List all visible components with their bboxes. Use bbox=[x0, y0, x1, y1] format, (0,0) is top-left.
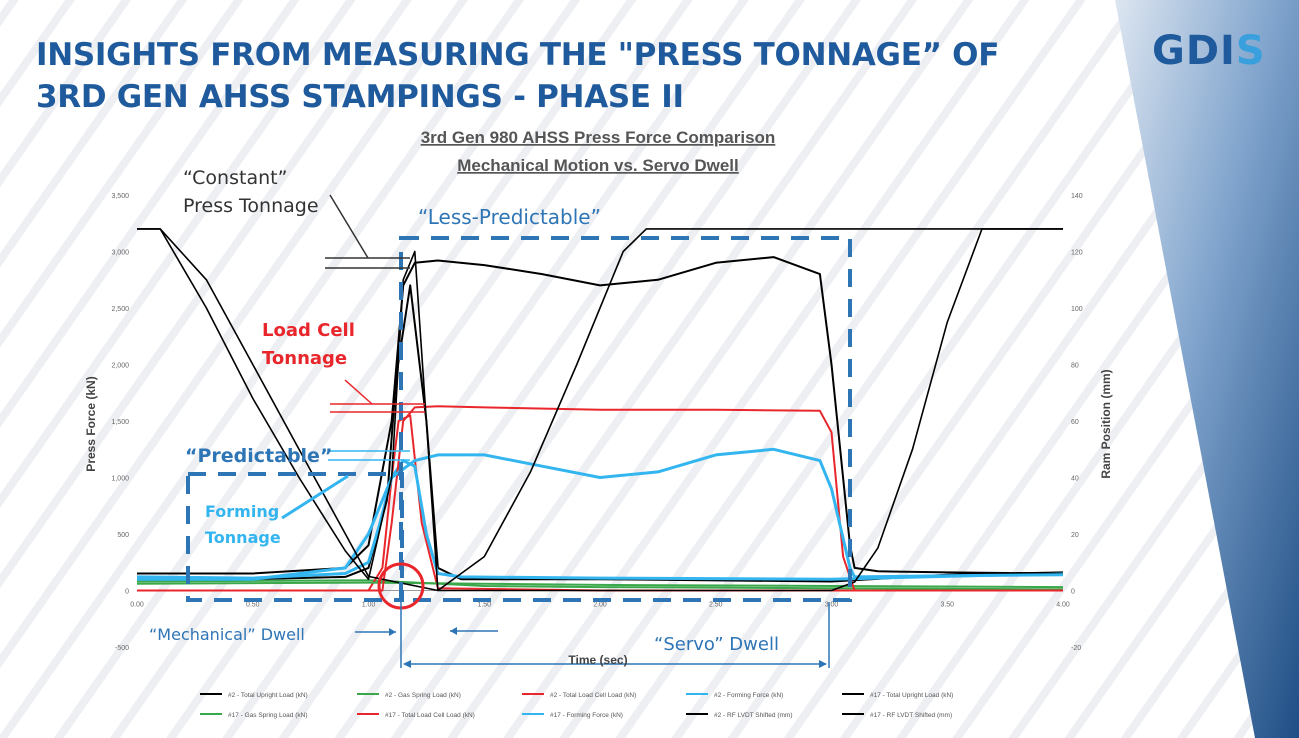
series-line-8 bbox=[137, 228, 1063, 592]
servo-dwell-arrowhead-right bbox=[819, 660, 827, 668]
mechanical-dwell-arrowhead bbox=[389, 628, 396, 636]
legend-label: #2 - Gas Spring Load (kN) bbox=[385, 692, 461, 699]
chart-annotations: “Constant” Press Tonnage “Less-Predictab… bbox=[149, 167, 852, 668]
series-line-7 bbox=[137, 447, 1064, 581]
gradient-panel-shape bbox=[1115, 0, 1299, 738]
y-tick-label: 1,000 bbox=[111, 476, 129, 483]
chart-title: 3rd Gen 980 AHSS Press Force Comparison bbox=[421, 128, 776, 147]
chart-legend: #2 - Total Upright Load (kN) #2 - Gas Spr… bbox=[200, 692, 953, 719]
legend-label: #2 - Total Load Cell Load (kN) bbox=[550, 692, 636, 699]
legend-label: #17 - Total Load Cell Load (kN) bbox=[385, 712, 475, 719]
servo-dwell-label: “Servo” Dwell bbox=[654, 634, 779, 655]
series-line-5 bbox=[136, 581, 1064, 589]
y2-tick-label: -20 bbox=[1071, 645, 1081, 652]
predictable-label: “Predictable” bbox=[185, 445, 332, 467]
page-title: INSIGHTS FROM MEASURING THE "PRESS TONNA… bbox=[36, 34, 999, 118]
constant-label-1: “Constant” bbox=[183, 167, 287, 189]
y2-axis-label: Ram Position (mm) bbox=[1099, 369, 1113, 478]
y-tick-label: 2,000 bbox=[111, 363, 129, 370]
predictable-box bbox=[186, 472, 404, 602]
series-line-0 bbox=[137, 284, 1064, 583]
x-tick-label: 0.50 bbox=[246, 602, 260, 609]
x-tick-label: 2.50 bbox=[709, 602, 723, 609]
x-tick-label: 3.50 bbox=[940, 602, 954, 609]
x-tick-label: 1.50 bbox=[477, 602, 491, 609]
constant-label-2: Press Tonnage bbox=[183, 195, 319, 217]
constant-tonnage-arrow bbox=[329, 194, 369, 259]
title-line-2: 3RD GEN AHSS STAMPINGS - PHASE II bbox=[36, 79, 684, 115]
y-tick-label: -500 bbox=[115, 645, 129, 652]
x-tick-label: 3.00 bbox=[825, 602, 839, 609]
y-tick-label: 2,500 bbox=[111, 306, 129, 313]
series-line-6 bbox=[137, 405, 1063, 592]
y2-tick-label: 140 bbox=[1071, 193, 1083, 200]
load-cell-label-1: Load Cell bbox=[262, 320, 355, 341]
load-cell-label-2: Tonnage bbox=[262, 348, 347, 369]
y-tick-label: 3,000 bbox=[111, 250, 129, 257]
x-tick-label: 1.00 bbox=[362, 602, 376, 609]
forming-label-2: Tonnage bbox=[205, 528, 281, 547]
y2-tick-label: 120 bbox=[1071, 250, 1083, 257]
x-axis-label: Time (sec) bbox=[568, 653, 627, 667]
logo-main-text: GDI bbox=[1152, 28, 1236, 74]
mechanical-dwell-arrowhead-left bbox=[450, 627, 457, 635]
legend-label: #17 - RF LVDT Shifted (mm) bbox=[870, 712, 952, 719]
y-tick-label: 500 bbox=[117, 532, 129, 539]
less-predictable-label: “Less-Predictable” bbox=[418, 205, 601, 229]
less-predictable-box bbox=[399, 236, 852, 602]
y2-tick-label: 0 bbox=[1071, 589, 1075, 596]
y2-tick-label: 40 bbox=[1071, 476, 1079, 483]
servo-dwell-arrowhead-left bbox=[403, 660, 411, 668]
x-tick-label: 0.00 bbox=[130, 602, 144, 609]
legend-label: #2 - Forming Force (kN) bbox=[714, 692, 783, 699]
legend-label: #2 - RF LVDT Shifted (mm) bbox=[714, 712, 793, 719]
y-axis-label: Press Force (kN) bbox=[84, 376, 98, 471]
legend-label: #17 - Gas Spring Load (kN) bbox=[228, 712, 307, 719]
y2-tick-label: 20 bbox=[1071, 532, 1079, 539]
y-tick-label: 1,500 bbox=[111, 419, 129, 426]
x-tick-label: 2.00 bbox=[593, 602, 607, 609]
title-line-1: INSIGHTS FROM MEASURING THE "PRESS TONNA… bbox=[36, 37, 1000, 73]
logo-accent-text: S bbox=[1235, 28, 1266, 74]
mechanical-dwell-label: “Mechanical” Dwell bbox=[149, 625, 305, 644]
y2-tick-label: 80 bbox=[1071, 363, 1079, 370]
y-tick-label: 3,500 bbox=[111, 193, 129, 200]
chart-subtitle: Mechanical Motion vs. Servo Dwell bbox=[457, 156, 739, 175]
legend-label: #17 - Forming Force (kN) bbox=[550, 712, 623, 719]
y-tick-label: 0 bbox=[125, 589, 129, 596]
chart-series bbox=[136, 228, 1064, 592]
series-line-9 bbox=[137, 228, 1063, 592]
y2-tick-label: 60 bbox=[1071, 419, 1079, 426]
gdis-logo: GDIS bbox=[1152, 28, 1266, 74]
chart-titles: 3rd Gen 980 AHSS Press Force Comparison … bbox=[84, 128, 1113, 667]
series-line-1 bbox=[136, 579, 1064, 591]
y2-tick-label: 100 bbox=[1071, 306, 1083, 313]
forming-label-1: Forming bbox=[205, 502, 279, 521]
load-cell-arrow bbox=[344, 379, 373, 405]
forming-arrow bbox=[281, 474, 349, 520]
series-line-4 bbox=[137, 256, 1064, 575]
legend-label: #17 - Total Upright Load (kN) bbox=[870, 692, 953, 699]
x-tick-label: 4.00 bbox=[1056, 602, 1070, 609]
legend-label: #2 - Total Upright Load (kN) bbox=[228, 692, 308, 699]
